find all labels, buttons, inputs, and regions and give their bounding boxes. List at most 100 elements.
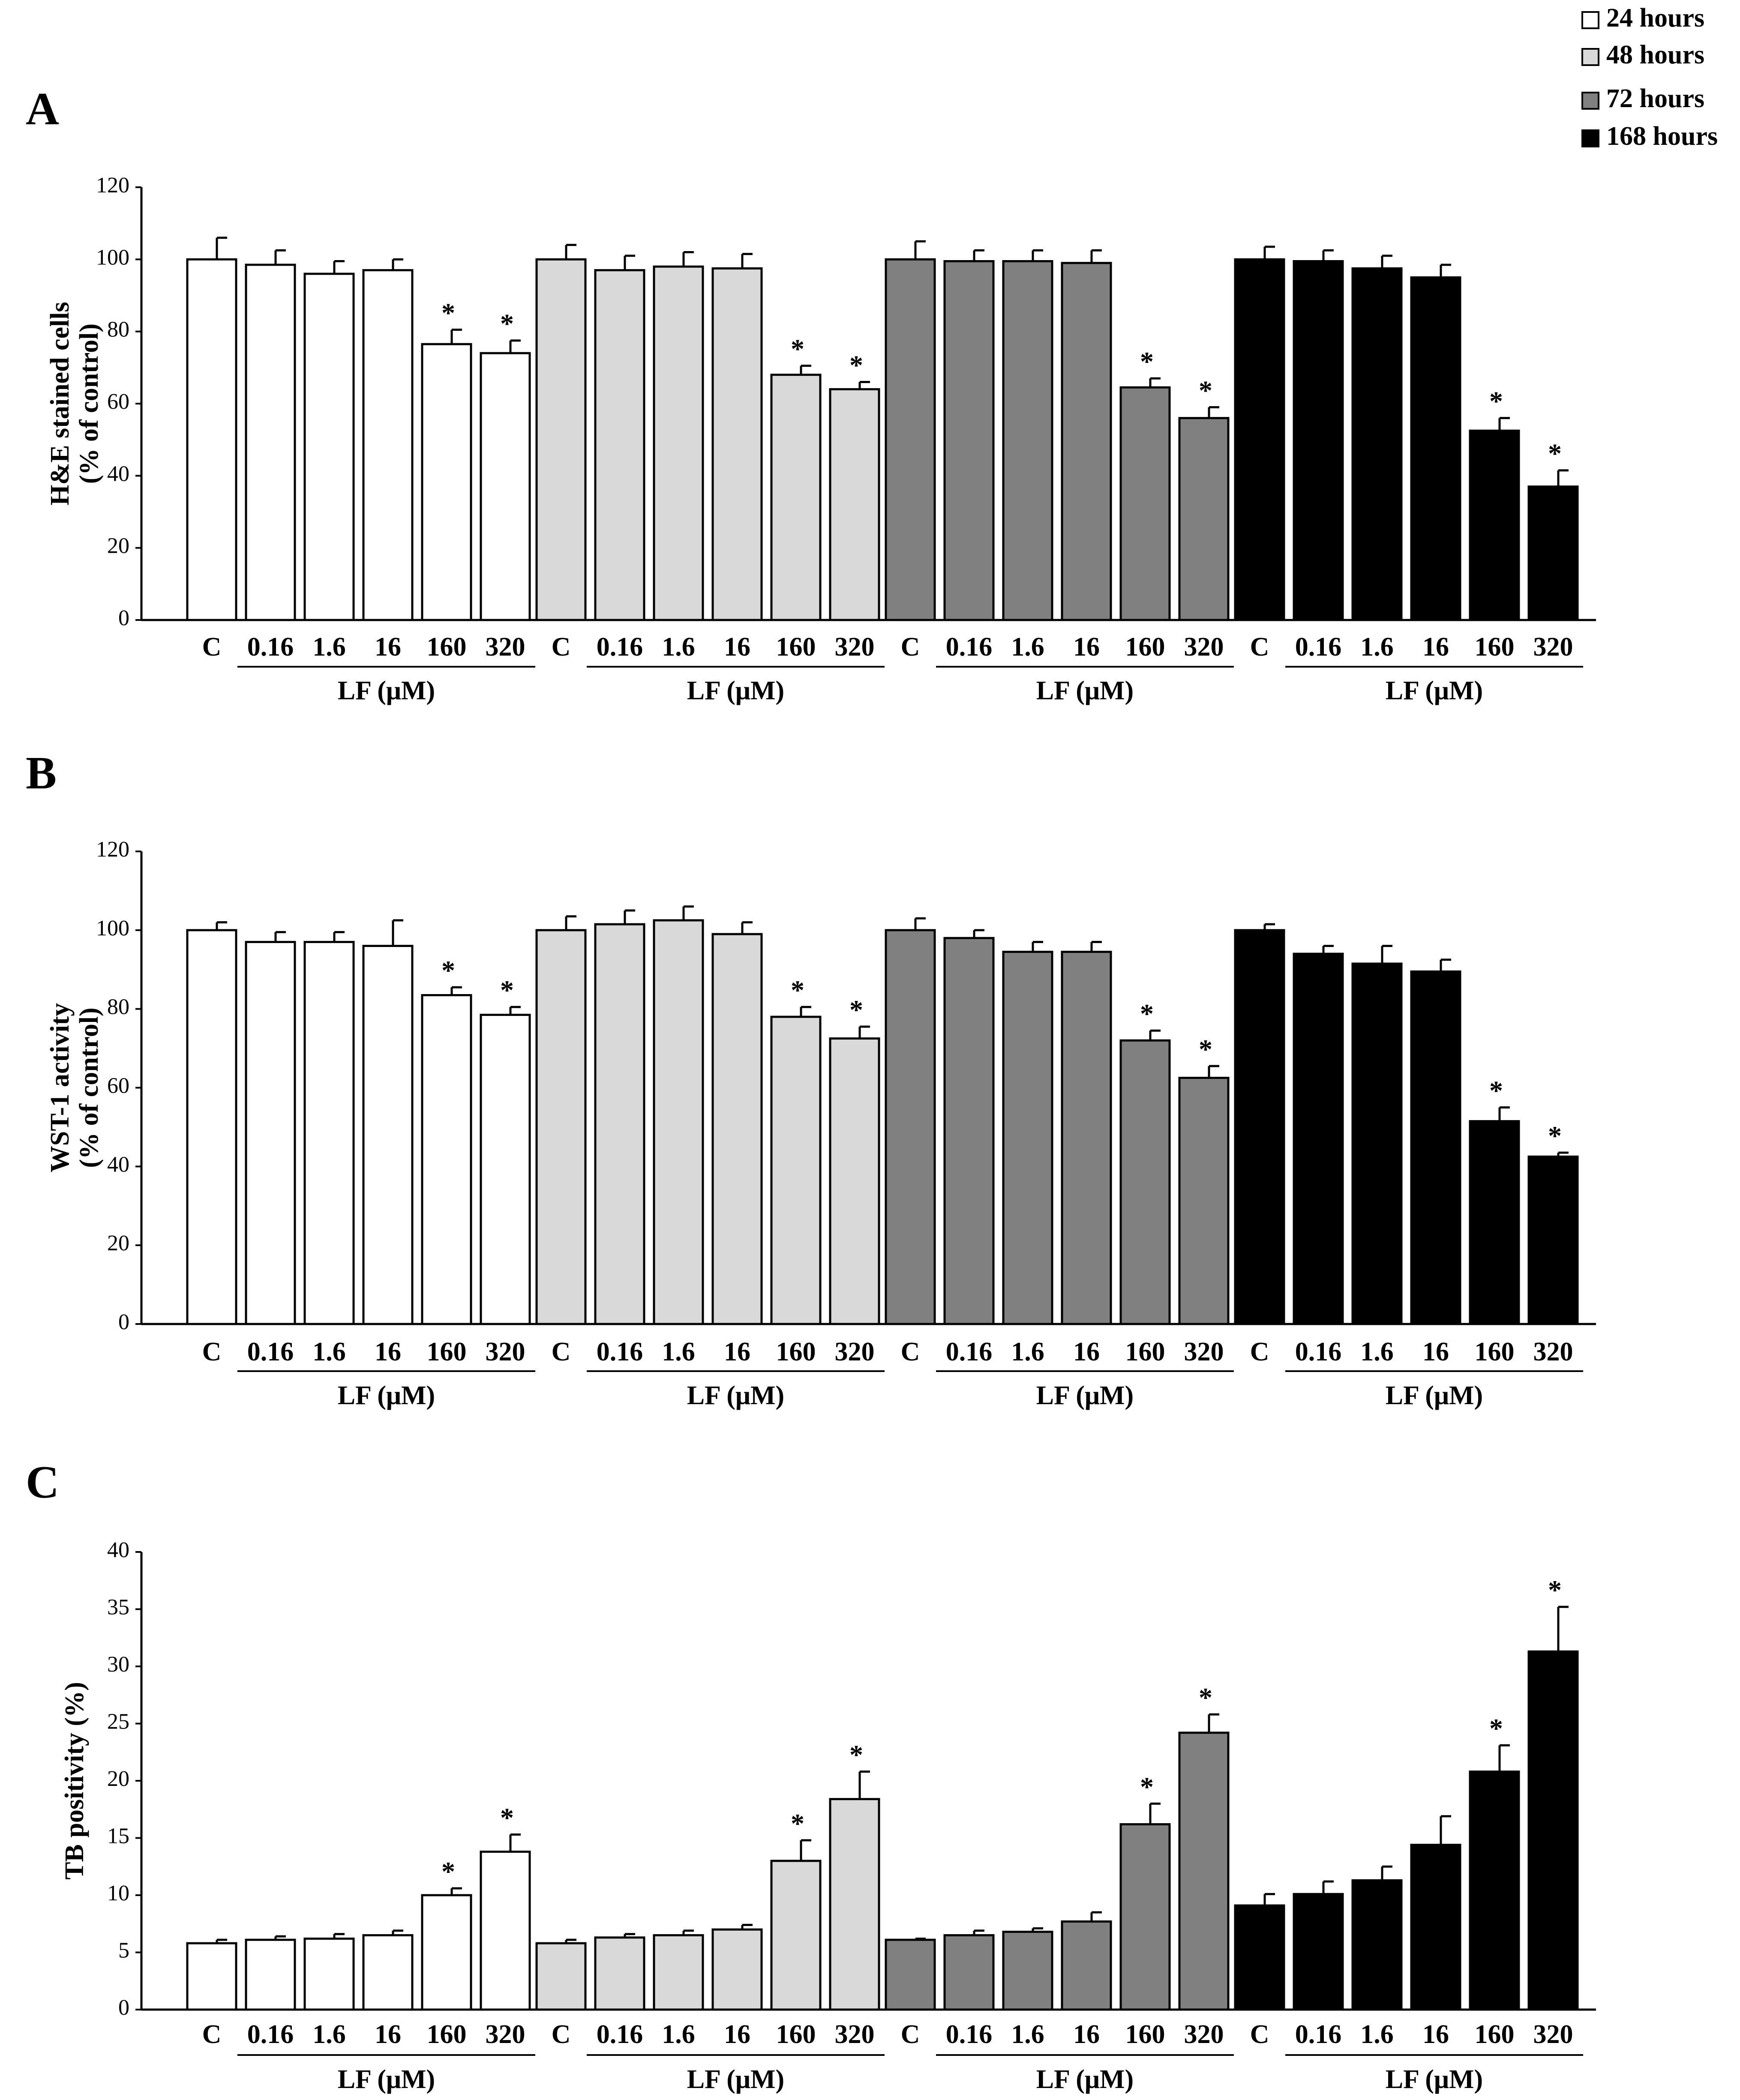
bar-A-s2-c4 [1119,386,1171,621]
group-label-B-1: LF (μM) [687,1381,784,1410]
significance-mark-A-s0-c5: * [500,309,514,339]
x-tick-label-B-s1-c4: 160 [776,1337,816,1366]
x-tick-label-A-s1-c1: 0.16 [597,632,643,662]
panels: AH&E stained cells (% of control)02040608… [26,84,1596,2094]
bar-C-s3-c4 [1469,1770,1520,2011]
y-tick-label-C-1: 5 [118,1938,129,1962]
y-tick-label-A-0: 0 [118,606,129,630]
x-tick-label-A-s0-c1: 0.16 [247,632,294,662]
x-tick-label-C-s0-c0: C [202,2020,222,2049]
bar-B-s2-c5 [1178,1077,1230,1325]
bar-B-s2-c3 [1061,950,1112,1325]
significance-mark-B-s0-c4: * [441,955,455,986]
bar-C-s0-c2 [303,1937,355,2011]
x-tick-label-A-s3-c0: C [1250,632,1269,662]
bar-B-s3-c4 [1469,1120,1520,1325]
x-tick-label-C-s0-c5: 320 [486,2020,525,2049]
y-tick-label-A-6: 120 [96,173,129,198]
significance-mark-B-s1-c5: * [849,995,863,1025]
x-tick-label-A-s2-c1: 0.16 [946,632,993,662]
bar-B-s0-c1 [245,941,296,1325]
group-label-C-2: LF (μM) [1036,2065,1134,2094]
bar-B-s3-c0 [1234,929,1285,1325]
y-tick-label-A-5: 100 [96,245,129,270]
significance-mark-A-s2-c4: * [1140,346,1154,377]
bar-A-s0-c5 [480,352,531,621]
y-axis-title-A-0: H&E stained cells [45,302,75,505]
bar-A-s0-c0 [186,258,237,621]
y-tick-label-B-5: 100 [96,916,129,941]
bar-B-s3-c3 [1410,970,1461,1325]
significance-mark-B-s0-c5: * [500,975,514,1005]
bar-C-s0-c0 [186,1942,237,2011]
x-tick-label-C-s1-c5: 320 [835,2020,875,2049]
bar-C-s0-c3 [362,1934,414,2011]
x-tick-label-B-s1-c3: 16 [724,1337,750,1366]
bar-A-s1-c4 [770,374,822,621]
significance-mark-A-s3-c5: * [1548,438,1562,469]
x-tick-label-B-s1-c2: 1.6 [662,1337,695,1366]
legend-label-1: 48 hours [1606,40,1704,69]
bar-C-s0-c1 [245,1938,296,2011]
x-tick-label-C-s3-c0: C [1250,2020,1269,2049]
y-tick-label-C-0: 0 [118,1995,129,2020]
bar-C-s3-c0 [1234,1904,1285,2011]
y-tick-label-C-6: 30 [107,1652,129,1677]
bar-A-s3-c5 [1527,485,1579,621]
y-tick-label-A-2: 40 [107,461,129,486]
x-tick-label-C-s3-c2: 1.6 [1360,2020,1394,2049]
x-tick-label-C-s1-c2: 1.6 [662,2020,695,2049]
y-tick-label-C-8: 40 [107,1538,129,1562]
panel-A: A H&E stained cells (% of control) 0 20 40 60 8… [26,84,1596,705]
x-tick-label-A-s3-c4: 160 [1475,632,1515,662]
y-tick-label-C-3: 15 [107,1824,129,1848]
bar-B-s1-c1 [594,923,645,1325]
y-tick-label-A-4: 80 [107,318,129,342]
group-label-B-2: LF (μM) [1036,1381,1134,1410]
x-tick-label-B-s0-c5: 320 [486,1337,525,1366]
bar-C-s1-c3 [711,1928,763,2011]
panel-C: C TB positivity (%) 0 5 10 15 20 25 30 35 40 C 0.16 1… [26,1457,1596,2094]
significance-mark-C-s3-c4: * [1489,1713,1503,1744]
legend-swatch-1 [1581,48,1599,66]
x-tick-label-C-s2-c1: 0.16 [946,2020,993,2049]
bar-B-s2-c4 [1119,1039,1171,1325]
y-axis-title-B-1: (% of control) [75,1007,104,1168]
group-label-C-1: LF (μM) [687,2065,784,2094]
y-tick-label-B-4: 80 [107,995,129,1019]
significance-mark-B-s1-c4: * [791,975,804,1005]
y-tick-label-A-1: 20 [107,534,129,558]
x-tick-label-A-s1-c2: 1.6 [662,632,695,662]
legend-swatch-0 [1581,11,1599,29]
bar-A-s1-c3 [711,267,763,621]
x-tick-label-C-s0-c1: 0.16 [247,2020,294,2049]
x-tick-label-C-s3-c3: 16 [1422,2020,1449,2049]
y-tick-label-C-7: 35 [107,1595,129,1619]
x-tick-label-A-s2-c5: 320 [1184,632,1224,662]
bar-B-s2-c0 [885,929,936,1325]
legend-swatch-3 [1581,129,1599,147]
bar-C-s0-c5 [480,1851,531,2011]
bar-B-s1-c2 [653,919,704,1325]
x-tick-label-C-s2-c3: 16 [1073,2020,1100,2049]
x-tick-label-C-s2-c0: C [901,2020,920,2049]
bar-C-s2-c0 [885,1938,936,2011]
legend-swatch-2 [1581,92,1599,110]
y-tick-label-B-6: 120 [96,837,129,862]
x-tick-label-A-s3-c2: 1.6 [1360,632,1394,662]
bar-A-s3-c1 [1293,260,1344,621]
significance-mark-C-s1-c5: * [849,1740,863,1770]
bar-C-s2-c2 [1002,1930,1053,2011]
x-tick-label-B-s0-c1: 0.16 [247,1337,294,1366]
bar-C-s1-c2 [653,1934,704,2011]
x-tick-label-C-s2-c4: 160 [1125,2020,1165,2049]
x-tick-label-A-s3-c1: 0.16 [1295,632,1342,662]
y-axis-title-A-1: (% of control) [75,324,104,484]
x-tick-label-B-s2-c2: 1.6 [1011,1337,1044,1366]
significance-mark-C-s0-c5: * [500,1802,514,1833]
bar-A-s2-c5 [1178,417,1230,621]
bar-C-s1-c4 [770,1860,822,2011]
x-tick-label-B-s3-c4: 160 [1475,1337,1515,1366]
significance-mark-C-s3-c5: * [1548,1575,1562,1605]
bar-C-s3-c5 [1527,1650,1579,2011]
